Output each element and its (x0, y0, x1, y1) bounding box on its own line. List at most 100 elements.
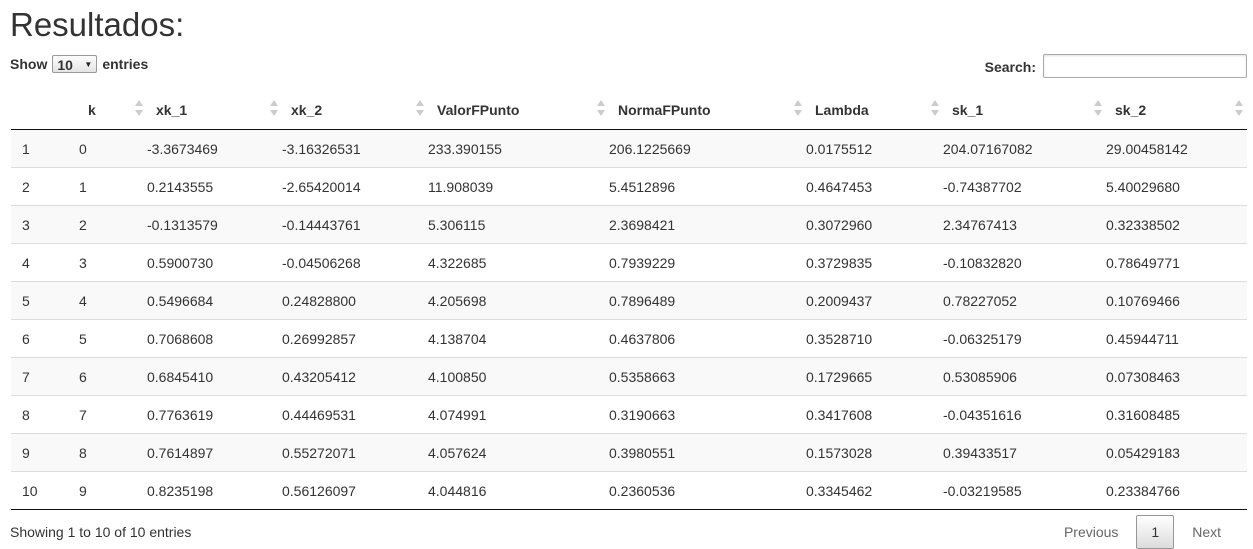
table-body: 1 0 -3.3673469 -3.16326531 233.390155 206.122… (11, 129, 1247, 510)
search-input[interactable] (1043, 54, 1247, 78)
column-header[interactable]: xk_2 (282, 90, 428, 130)
table-cell: 0.24828800 (282, 281, 428, 320)
table-cell: 0.78649771 (1106, 243, 1247, 282)
table-cell: 0.5358663 (609, 357, 806, 396)
table-cell: 4.044816 (428, 471, 609, 510)
column-header[interactable]: k (79, 90, 147, 130)
table-cell: 206.1225669 (609, 129, 806, 168)
table-cell: 0.0175512 (806, 129, 943, 168)
sort-icon (416, 100, 424, 118)
table-cell: 5.4512896 (609, 167, 806, 206)
table-cell: 0.45944711 (1106, 319, 1247, 358)
table-cell: 8 (11, 395, 79, 434)
table-row: 6 5 0.7068608 0.26992857 4.138704 0.4637806 0.… (11, 319, 1247, 358)
table-cell: 5.306115 (428, 205, 609, 244)
table-cell: 29.00458142 (1106, 129, 1247, 168)
page-title: Resultados: (10, 6, 185, 43)
table-cell: 10 (11, 471, 79, 510)
table-cell: 0.07308463 (1106, 357, 1247, 396)
table-cell: -0.06325179 (943, 319, 1106, 358)
table-row: 8 7 0.7763619 0.44469531 4.074991 0.3190663 0.… (11, 395, 1247, 434)
table-cell: 0.4647453 (806, 167, 943, 206)
table-cell: 0.2360536 (609, 471, 806, 510)
previous-button[interactable]: Previous (1063, 524, 1119, 540)
table-cell: 1 (11, 129, 79, 168)
table-cell: 0.3980551 (609, 433, 806, 472)
column-header-label: xk_2 (291, 101, 323, 118)
column-header[interactable] (11, 90, 79, 130)
next-button[interactable]: Next (1192, 524, 1221, 540)
table-row: 9 8 0.7614897 0.55272071 4.057624 0.3980551 0.… (11, 433, 1247, 472)
table-cell: 0.7614897 (147, 433, 282, 472)
table-cell: -3.3673469 (147, 129, 282, 168)
table-cell: 0.1573028 (806, 433, 943, 472)
entries-select-value: 10 (57, 57, 73, 73)
table-cell: 3 (79, 243, 147, 282)
table-cell: 0 (79, 129, 147, 168)
length-control: Show 10 ▼ entries (10, 55, 148, 73)
table-cell: 2 (79, 205, 147, 244)
table-cell: 5 (79, 319, 147, 358)
table-cell: 4.057624 (428, 433, 609, 472)
table-cell: 0.2143555 (147, 167, 282, 206)
table-cell: 0.7896489 (609, 281, 806, 320)
column-header-label: NormaFPunto (618, 101, 711, 118)
table-cell: 5 (11, 281, 79, 320)
page-button-current[interactable]: 1 (1136, 515, 1175, 549)
column-header-label: ValorFPunto (437, 101, 520, 118)
table-cell: 4.138704 (428, 319, 609, 358)
entries-label: entries (102, 56, 149, 72)
sort-icon (931, 100, 939, 118)
column-header[interactable]: xk_1 (147, 90, 282, 130)
table-cell: 2.3698421 (609, 205, 806, 244)
column-header-label: Lambda (815, 101, 869, 118)
sort-icon (597, 100, 605, 118)
table-row: 2 1 0.2143555 -2.65420014 11.908039 5.4512896… (11, 167, 1247, 206)
results-table: k xk_1 xk_2 ValorFPunto NormaFPunto Lambda sk_… (11, 90, 1247, 510)
table-cell: 0.5496684 (147, 281, 282, 320)
table-cell: -0.14443761 (282, 205, 428, 244)
sort-icon (1094, 100, 1102, 118)
sort-icon (1235, 100, 1243, 118)
table-cell: 0.7068608 (147, 319, 282, 358)
table-cell: 4.074991 (428, 395, 609, 434)
column-header[interactable]: sk_1 (943, 90, 1106, 130)
table-cell: 0.3729835 (806, 243, 943, 282)
table-row: 3 2 -0.1313579 -0.14443761 5.306115 2.3698421… (11, 205, 1247, 244)
column-header-label: xk_1 (156, 101, 188, 118)
table-row: 4 3 0.5900730 -0.04506268 4.322685 0.7939229 0… (11, 243, 1247, 282)
table-cell: 0.31608485 (1106, 395, 1247, 434)
column-header-label: sk_1 (952, 101, 984, 118)
column-header-label: sk_2 (1115, 101, 1147, 118)
table-row: 7 6 0.6845410 0.43205412 4.100850 0.5358663 0.… (11, 357, 1247, 396)
table-cell: 0.1729665 (806, 357, 943, 396)
table-cell: -0.03219585 (943, 471, 1106, 510)
column-header[interactable]: sk_2 (1106, 90, 1247, 130)
table-cell: 0.78227052 (943, 281, 1106, 320)
table-cell: 0.43205412 (282, 357, 428, 396)
table-cell: 0.55272071 (282, 433, 428, 472)
dropdown-arrow-icon: ▼ (84, 60, 93, 69)
table-cell: 4.322685 (428, 243, 609, 282)
table-cell: -0.04506268 (282, 243, 428, 282)
table-cell: 8 (79, 433, 147, 472)
table-cell: 4.100850 (428, 357, 609, 396)
sort-icon (270, 100, 278, 118)
table-cell: 0.10769466 (1106, 281, 1247, 320)
table-cell: 7 (79, 395, 147, 434)
table-cell: 0.5900730 (147, 243, 282, 282)
entries-select[interactable]: 10 ▼ (52, 55, 98, 73)
table-cell: -2.65420014 (282, 167, 428, 206)
table-cell: 0.05429183 (1106, 433, 1247, 472)
table-row: 10 9 0.8235198 0.56126097 4.044816 0.2360536 0… (11, 471, 1247, 510)
table-cell: 9 (11, 433, 79, 472)
table-cell: 0.39433517 (943, 433, 1106, 472)
table-cell: 0.8235198 (147, 471, 282, 510)
column-header[interactable]: Lambda (806, 90, 943, 130)
table-row: 5 4 0.5496684 0.24828800 4.205698 0.7896489 0.… (11, 281, 1247, 320)
column-header[interactable]: ValorFPunto (428, 90, 609, 130)
sort-icon (794, 100, 802, 118)
column-header[interactable]: NormaFPunto (609, 90, 806, 130)
table-cell: 0.3345462 (806, 471, 943, 510)
table-cell: 4 (11, 243, 79, 282)
